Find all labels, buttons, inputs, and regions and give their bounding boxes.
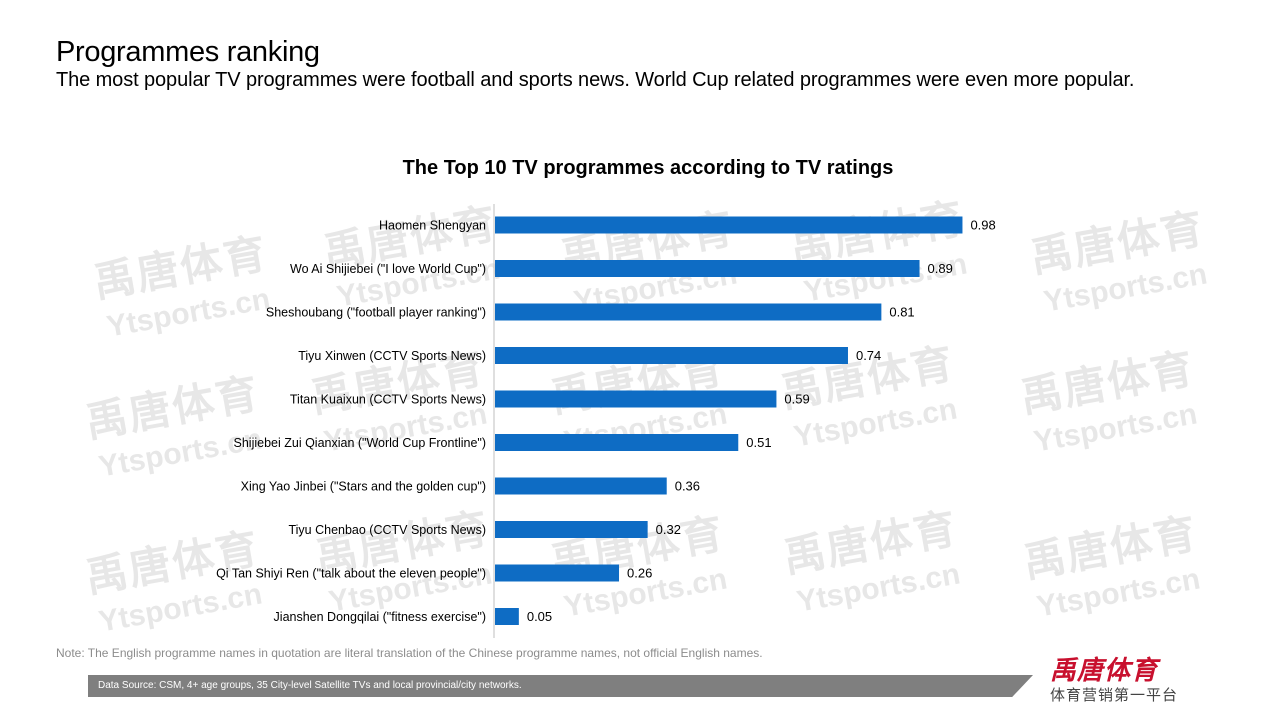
bar-chart: The Top 10 TV programmes according to TV… bbox=[216, 157, 996, 638]
data-source-band: Data Source: CSM, 4+ age groups, 35 City… bbox=[88, 675, 1033, 697]
category-label: Jianshen Dongqilai ("fitness exercise") bbox=[274, 610, 486, 624]
page-subtitle: The most popular TV programmes were foot… bbox=[56, 69, 1135, 91]
value-label: 0.81 bbox=[889, 305, 914, 320]
bar bbox=[495, 303, 882, 321]
data-source-text: Data Source: CSM, 4+ age groups, 35 City… bbox=[98, 680, 522, 691]
value-label: 0.89 bbox=[928, 261, 953, 276]
bar bbox=[495, 347, 848, 364]
value-label: 0.26 bbox=[627, 566, 652, 581]
value-label: 0.32 bbox=[656, 522, 681, 537]
category-label: Tiyu Chenbao (CCTV Sports News) bbox=[288, 523, 486, 537]
bar bbox=[495, 434, 739, 451]
bars-group: Haomen Shengyan 0.98 Wo Ai Shijiebei ("I l… bbox=[216, 216, 996, 625]
value-label: 0.05 bbox=[527, 609, 552, 624]
page-title: Programmes ranking bbox=[56, 36, 320, 68]
category-label: Xing Yao Jinbei ("Stars and the golden c… bbox=[241, 480, 486, 494]
category-label: Titan Kuaixun (CCTV Sports News) bbox=[290, 393, 486, 407]
value-label: 0.59 bbox=[784, 392, 809, 407]
footnote: Note: The English programme names in quo… bbox=[56, 646, 763, 660]
category-label: Qi Tan Shiyi Ren ("talk about the eleven… bbox=[216, 567, 486, 581]
bar bbox=[495, 608, 519, 625]
bar bbox=[495, 521, 648, 538]
chart-title: The Top 10 TV programmes according to TV… bbox=[403, 157, 894, 179]
category-label: Wo Ai Shijiebei ("I love World Cup") bbox=[290, 262, 486, 276]
brand-tagline: 体育营销第一平台 bbox=[1050, 687, 1179, 704]
bar bbox=[495, 260, 920, 277]
value-label: 0.74 bbox=[856, 348, 881, 363]
brand-logo: 禹唐体育 bbox=[1050, 655, 1159, 685]
category-label: Shijiebei Zui Qianxian ("World Cup Front… bbox=[234, 436, 487, 450]
value-label: 0.98 bbox=[970, 218, 995, 233]
bar bbox=[495, 390, 777, 408]
bar bbox=[495, 477, 667, 495]
category-label: Tiyu Xinwen (CCTV Sports News) bbox=[298, 349, 486, 363]
category-label: Haomen Shengyan bbox=[379, 219, 486, 233]
category-label: Sheshoubang ("football player ranking") bbox=[266, 306, 486, 320]
value-label: 0.36 bbox=[675, 479, 700, 494]
bar bbox=[495, 216, 963, 234]
bar bbox=[495, 564, 620, 582]
value-label: 0.51 bbox=[746, 435, 771, 450]
